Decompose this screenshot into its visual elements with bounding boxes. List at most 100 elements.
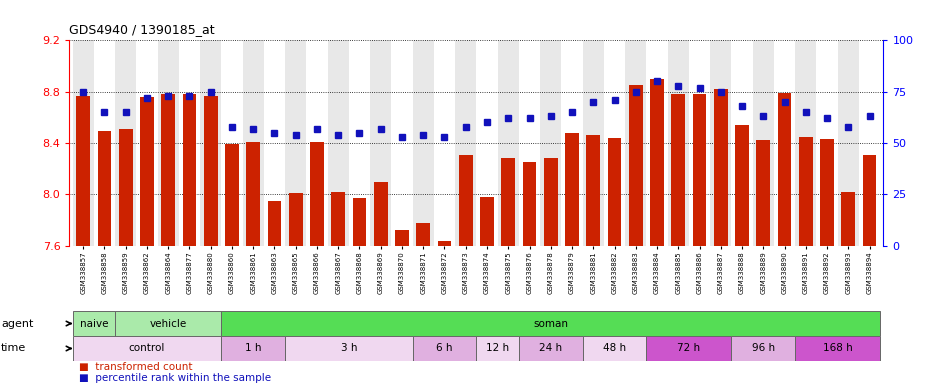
Text: soman: soman <box>533 318 568 329</box>
Text: 3 h: 3 h <box>340 343 357 354</box>
Bar <box>586 135 600 246</box>
Bar <box>285 336 413 361</box>
Bar <box>179 40 200 246</box>
Bar <box>267 201 281 246</box>
Bar <box>608 138 622 246</box>
Bar <box>629 85 643 246</box>
Bar <box>413 336 476 361</box>
Bar <box>838 40 859 246</box>
Text: 168 h: 168 h <box>823 343 853 354</box>
Bar <box>650 79 664 246</box>
Bar <box>391 40 413 246</box>
Text: GDS4940 / 1390185_at: GDS4940 / 1390185_at <box>69 23 215 36</box>
Bar <box>310 142 324 246</box>
Bar <box>647 40 668 246</box>
Bar <box>561 40 583 246</box>
Bar <box>799 137 813 246</box>
Bar <box>434 40 455 246</box>
Bar <box>72 336 221 361</box>
Bar <box>714 89 728 246</box>
Bar <box>221 40 242 246</box>
Bar <box>476 336 519 361</box>
Bar <box>225 144 239 246</box>
Text: naive: naive <box>80 318 108 329</box>
Bar <box>863 155 877 246</box>
Bar <box>480 197 494 246</box>
Bar <box>438 241 451 246</box>
Text: 48 h: 48 h <box>603 343 626 354</box>
Bar <box>161 94 175 246</box>
Text: time: time <box>1 343 26 354</box>
Bar <box>820 139 834 246</box>
Text: 1 h: 1 h <box>245 343 262 354</box>
Bar <box>72 311 115 336</box>
Bar <box>374 182 388 246</box>
Bar <box>327 40 349 246</box>
Bar <box>753 40 774 246</box>
Bar <box>732 336 796 361</box>
Bar <box>289 193 302 246</box>
Text: control: control <box>129 343 166 354</box>
Bar <box>774 40 796 246</box>
Bar <box>796 40 817 246</box>
Bar <box>242 40 264 246</box>
Bar <box>796 336 881 361</box>
Bar <box>331 192 345 246</box>
Text: ■  transformed count: ■ transformed count <box>79 362 192 372</box>
Bar <box>459 155 473 246</box>
Bar <box>221 311 881 336</box>
Text: vehicle: vehicle <box>150 318 187 329</box>
Bar <box>136 40 157 246</box>
Bar <box>519 40 540 246</box>
Bar <box>523 162 536 246</box>
Text: agent: agent <box>1 318 33 329</box>
Bar <box>97 131 111 246</box>
Bar <box>182 94 196 246</box>
Bar <box>778 93 792 246</box>
Text: 72 h: 72 h <box>677 343 700 354</box>
Bar <box>859 40 881 246</box>
Bar <box>349 40 370 246</box>
Bar <box>221 336 285 361</box>
Bar <box>757 141 771 246</box>
Bar <box>732 40 753 246</box>
Bar <box>395 230 409 246</box>
Bar <box>76 96 90 246</box>
Bar <box>115 311 221 336</box>
Bar <box>370 40 391 246</box>
Bar <box>647 336 732 361</box>
Bar <box>689 40 710 246</box>
Text: 96 h: 96 h <box>752 343 775 354</box>
Bar <box>140 97 154 246</box>
Bar <box>118 129 132 246</box>
Bar <box>583 40 604 246</box>
Bar <box>476 40 498 246</box>
Bar <box>583 336 647 361</box>
Bar <box>455 40 476 246</box>
Bar <box>693 94 707 246</box>
Text: 24 h: 24 h <box>539 343 562 354</box>
Bar <box>519 336 583 361</box>
Bar <box>416 223 430 246</box>
Bar <box>204 96 217 246</box>
Bar <box>498 40 519 246</box>
Bar <box>501 159 515 246</box>
Bar <box>565 133 579 246</box>
Bar <box>842 192 856 246</box>
Bar <box>413 40 434 246</box>
Bar <box>672 94 685 246</box>
Bar <box>157 40 179 246</box>
Bar <box>200 40 221 246</box>
Bar <box>285 40 306 246</box>
Bar <box>246 142 260 246</box>
Bar <box>540 40 561 246</box>
Text: 12 h: 12 h <box>486 343 509 354</box>
Bar <box>668 40 689 246</box>
Bar <box>264 40 285 246</box>
Bar <box>93 40 115 246</box>
Bar <box>306 40 327 246</box>
Bar <box>817 40 838 246</box>
Bar <box>544 159 558 246</box>
Bar <box>352 198 366 246</box>
Bar <box>115 40 136 246</box>
